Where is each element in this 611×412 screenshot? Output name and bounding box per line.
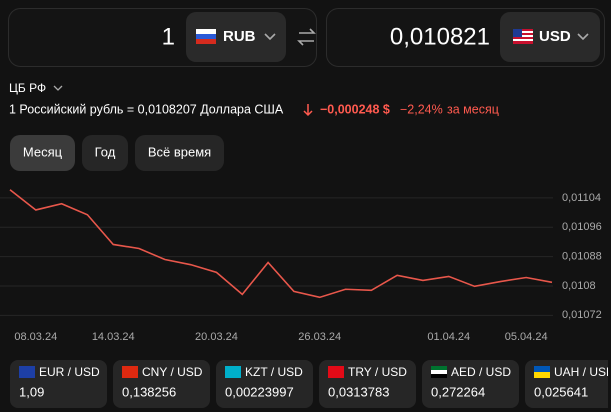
y-tick-label: 0,01072	[562, 309, 602, 321]
pair-name: TRY / USD	[348, 365, 407, 379]
x-tick-label: 14.03.24	[92, 331, 135, 343]
flag	[122, 366, 138, 378]
from-currency: RUB	[223, 28, 256, 45]
x-tick-label: 20.03.24	[195, 331, 238, 343]
chevron	[264, 33, 276, 41]
flag	[534, 372, 550, 378]
rate-line	[9, 189, 553, 299]
pair-value: 1,09	[19, 384, 44, 399]
tab-label: Год	[95, 144, 116, 159]
tab[interactable]	[135, 135, 224, 171]
tab[interactable]	[82, 135, 128, 171]
to-select[interactable]	[500, 12, 600, 62]
y-tick-label: 0,0108	[562, 280, 596, 292]
pair-value: 0,0313783	[328, 384, 389, 399]
pair-value: 0,138256	[122, 384, 176, 399]
flag	[225, 366, 241, 378]
from-amount: 1	[162, 23, 175, 50]
x-tick-label: 26.03.24	[298, 331, 341, 343]
flag	[534, 366, 550, 372]
y-tick-label: 0,01088	[562, 250, 602, 262]
flag-ru	[196, 29, 216, 44]
pair-name: EUR / USD	[39, 365, 100, 379]
flag	[328, 366, 344, 378]
pair-name: KZT / USD	[245, 365, 303, 379]
pair-name: AED / USD	[451, 365, 511, 379]
chevron	[53, 85, 63, 91]
down-arrow	[303, 104, 313, 117]
pair-value: 0,272264	[431, 384, 485, 399]
pair-name: CNY / USD	[142, 365, 203, 379]
from-select[interactable]	[186, 12, 286, 62]
to-currency: USD	[539, 28, 571, 45]
x-tick-label: 08.03.24	[14, 331, 57, 343]
pair-cards: EUR / USD 1,09 CNY / USD 0,138256 KZT / USD 0…	[10, 360, 611, 408]
flag	[19, 366, 35, 378]
pair-name: UAH / USD	[554, 365, 611, 379]
flag	[431, 374, 447, 378]
x-tick-label: 01.04.24	[427, 331, 470, 343]
swap-icon[interactable]	[297, 28, 316, 46]
chevron	[577, 33, 589, 41]
flag-us	[513, 29, 533, 44]
rate-text: 1 Российский рубль = 0,0108207 Доллара С…	[9, 102, 284, 116]
tab-label: Месяц	[23, 144, 63, 159]
tab-label: Всё время	[148, 144, 211, 159]
source[interactable]: ЦБ РФ	[9, 81, 46, 95]
flag	[431, 366, 447, 370]
x-tick-label: 05.04.24	[505, 331, 548, 343]
tab-active[interactable]	[10, 135, 75, 171]
y-tick-label: 0,01104	[562, 192, 601, 204]
period: за месяц	[447, 102, 499, 116]
change-pct: −2,24%	[400, 102, 443, 116]
pair-value: 0,025641	[534, 384, 588, 399]
to-amount: 0,010821	[390, 23, 490, 50]
change: −0,000248 $	[320, 102, 390, 116]
flag	[431, 370, 447, 374]
y-tick-label: 0,01096	[562, 221, 602, 233]
pair-value: 0,00223997	[225, 384, 294, 399]
